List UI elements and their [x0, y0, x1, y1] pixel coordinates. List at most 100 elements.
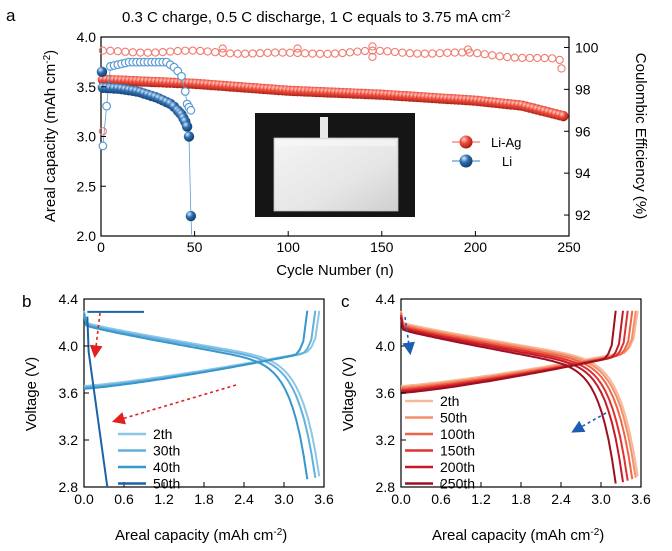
- li-ag-ce-point: [113, 47, 122, 56]
- arrow-voltage-drop-b: [89, 312, 103, 359]
- panel-b-ytick-label: 4.0: [59, 338, 79, 354]
- li-ag-ce-point: [548, 54, 557, 63]
- li-ag-ce-point: [413, 49, 422, 58]
- panel-c-ytick-label: 4.0: [376, 338, 396, 354]
- panel-label-b: b: [22, 292, 31, 311]
- panel-c-ytick-label: 2.8: [376, 479, 396, 495]
- panel-b-legend-label-50th: 50th: [153, 476, 180, 492]
- arrow-voltage-drop-c: [402, 316, 415, 356]
- panel-a-ylabel: Areal capacity (mAh cm-2): [42, 50, 59, 222]
- panel-a-y2tick-label: 96: [575, 123, 591, 139]
- panel-b-legend-label-40th: 40th: [153, 459, 180, 475]
- panel-a-y2tick-label: 92: [575, 207, 591, 223]
- panel-c-legend-label-150th: 150th: [440, 443, 475, 459]
- li-ag-ce-point: [285, 48, 295, 57]
- panel-b-xtick-label: 1.8: [194, 491, 214, 507]
- panel-a-y2tick-label: 94: [575, 165, 591, 181]
- legend-marker-li: [459, 154, 473, 168]
- panel-c-curves: [400, 310, 639, 484]
- li-ag-ce-point: [488, 51, 497, 60]
- panel-c-ytick-label: 3.6: [376, 385, 396, 401]
- panel-b-xtick-label: 2.4: [234, 491, 254, 507]
- legend-marker-li-ag: [459, 135, 473, 149]
- panel-c-legend-label-2th: 2th: [440, 393, 459, 409]
- panel-c-xlabel: Areal capacity (mAh cm-2): [432, 527, 604, 544]
- li-ag-ce-point: [353, 47, 362, 56]
- arrow-capacity-drop-b: [111, 384, 237, 425]
- li-ag-ce-point: [226, 49, 235, 58]
- li-ag-ce-point: [263, 48, 272, 57]
- li-ag-ce-point: [248, 49, 257, 58]
- panel-c-curve-2th-discharge: [400, 310, 639, 477]
- li-ce-point: [180, 87, 190, 96]
- panel-a-legend: Li-Ag Li: [452, 135, 521, 169]
- li-ag-ce-point: [240, 49, 250, 58]
- li-ag-ce-point: [375, 46, 385, 56]
- panel-c-curve-2th-charge: [400, 310, 639, 387]
- panel-c-xtick-label: 3.0: [591, 491, 611, 507]
- panel-c-ylabel: Voltage (V): [340, 357, 357, 431]
- li-ag-ce-point: [233, 49, 242, 58]
- panel-a-xlabel: Cycle Number (n): [276, 262, 394, 279]
- panel-c-ytick-label: 3.2: [376, 432, 396, 448]
- li-ag-ce-point: [196, 46, 205, 56]
- li-capacity-point: [185, 210, 197, 222]
- panel-c-curve-100th-discharge: [400, 313, 634, 480]
- li-ag-ce-point: [106, 46, 115, 55]
- panel-a-axes: 0 50 100 150 200 250 2.0 2.5 3.0 3.5 4.0 92 94 96 98 10…: [77, 29, 599, 255]
- li-ag-ce-point: [360, 46, 370, 56]
- li-ag-ce-point: [270, 48, 280, 57]
- legend-label-li-ag: Li-Ag: [491, 135, 521, 150]
- panel-a-ytick-label: 2.0: [77, 228, 97, 244]
- panel-c-curve-50th-discharge: [400, 312, 637, 478]
- panel-a-ytick-label: 2.5: [77, 178, 97, 194]
- panel-c-legend-label-250th: 250th: [440, 476, 475, 492]
- li-ag-ce-point: [405, 49, 415, 58]
- panel-a-y2tick-label: 100: [575, 39, 599, 55]
- panel-b-plot: 0.0 0.6 1.2 1.8 2.4 3.0 3.6 2.8 3.2 3.6 4.0 4.4 2th…: [23, 291, 334, 544]
- panel-b-xtick-label: 1.2: [154, 491, 174, 507]
- li-ag-ce-point: [98, 46, 108, 55]
- li-ag-ce-point: [420, 49, 430, 58]
- li-ag-ce-point: [510, 53, 519, 62]
- panel-b-xlabel: Areal capacity (mAh cm-2): [115, 527, 287, 544]
- panel-c-legend-label-200th: 200th: [440, 459, 475, 475]
- panel-c-frame: [400, 298, 642, 488]
- li-ag-ce-point: [480, 50, 489, 59]
- panel-c-curve-150th-discharge: [400, 314, 629, 481]
- panel-c-xtick-label: 1.8: [511, 491, 531, 507]
- panel-b-legend-label-2th: 2th: [153, 426, 172, 442]
- panel-c-xtick-label: 2.4: [551, 491, 571, 507]
- li-ag-ce-point: [308, 49, 317, 58]
- panel-label-a: a: [6, 6, 16, 25]
- panel-a-xtick-label: 0: [97, 239, 105, 255]
- li-ag-ce-point: [128, 48, 137, 57]
- li-ag-ce-outlier: [368, 52, 377, 62]
- panel-a-ytick-label: 3.5: [77, 79, 97, 95]
- li-ag-ce-point: [121, 47, 130, 56]
- li-ag-ce-point: [143, 48, 152, 57]
- li-ag-ce-point: [473, 49, 482, 58]
- panel-b-ytick-label: 2.8: [59, 479, 79, 495]
- li-ag-ce-point: [533, 53, 542, 63]
- panel-a-y2label: Coulombic Efficiency (%): [632, 53, 649, 219]
- li-capacity-point: [96, 66, 108, 78]
- panel-a-plot: 0 50 100 150 200 250 2.0 2.5 3.0 3.5 4.0 92 94 96 98 10…: [42, 29, 649, 279]
- panel-c-xtick-label: 0.6: [431, 491, 451, 507]
- li-ag-ce-point: [450, 48, 459, 57]
- panel-a-xtick-label: 50: [187, 239, 203, 255]
- panel-c-curve-250th-charge: [400, 310, 617, 394]
- panel-b-curve-30th-discharge: [83, 312, 317, 478]
- li-ag-ce-point: [518, 53, 527, 63]
- arrow-capacity-drop-c: [571, 412, 607, 433]
- panel-a-xtick-label: 200: [464, 239, 488, 255]
- li-ag-ce-point: [555, 55, 564, 65]
- li-ag-ce-point: [390, 47, 400, 57]
- li-capacity-point: [183, 131, 195, 142]
- li-ag-ce-point: [503, 52, 512, 62]
- panel-a-ytick-label: 3.0: [77, 129, 97, 145]
- figure-title: 0.3 C charge, 0.5 C discharge, 1 C equal…: [122, 9, 511, 26]
- panel-b-curves: [83, 310, 321, 488]
